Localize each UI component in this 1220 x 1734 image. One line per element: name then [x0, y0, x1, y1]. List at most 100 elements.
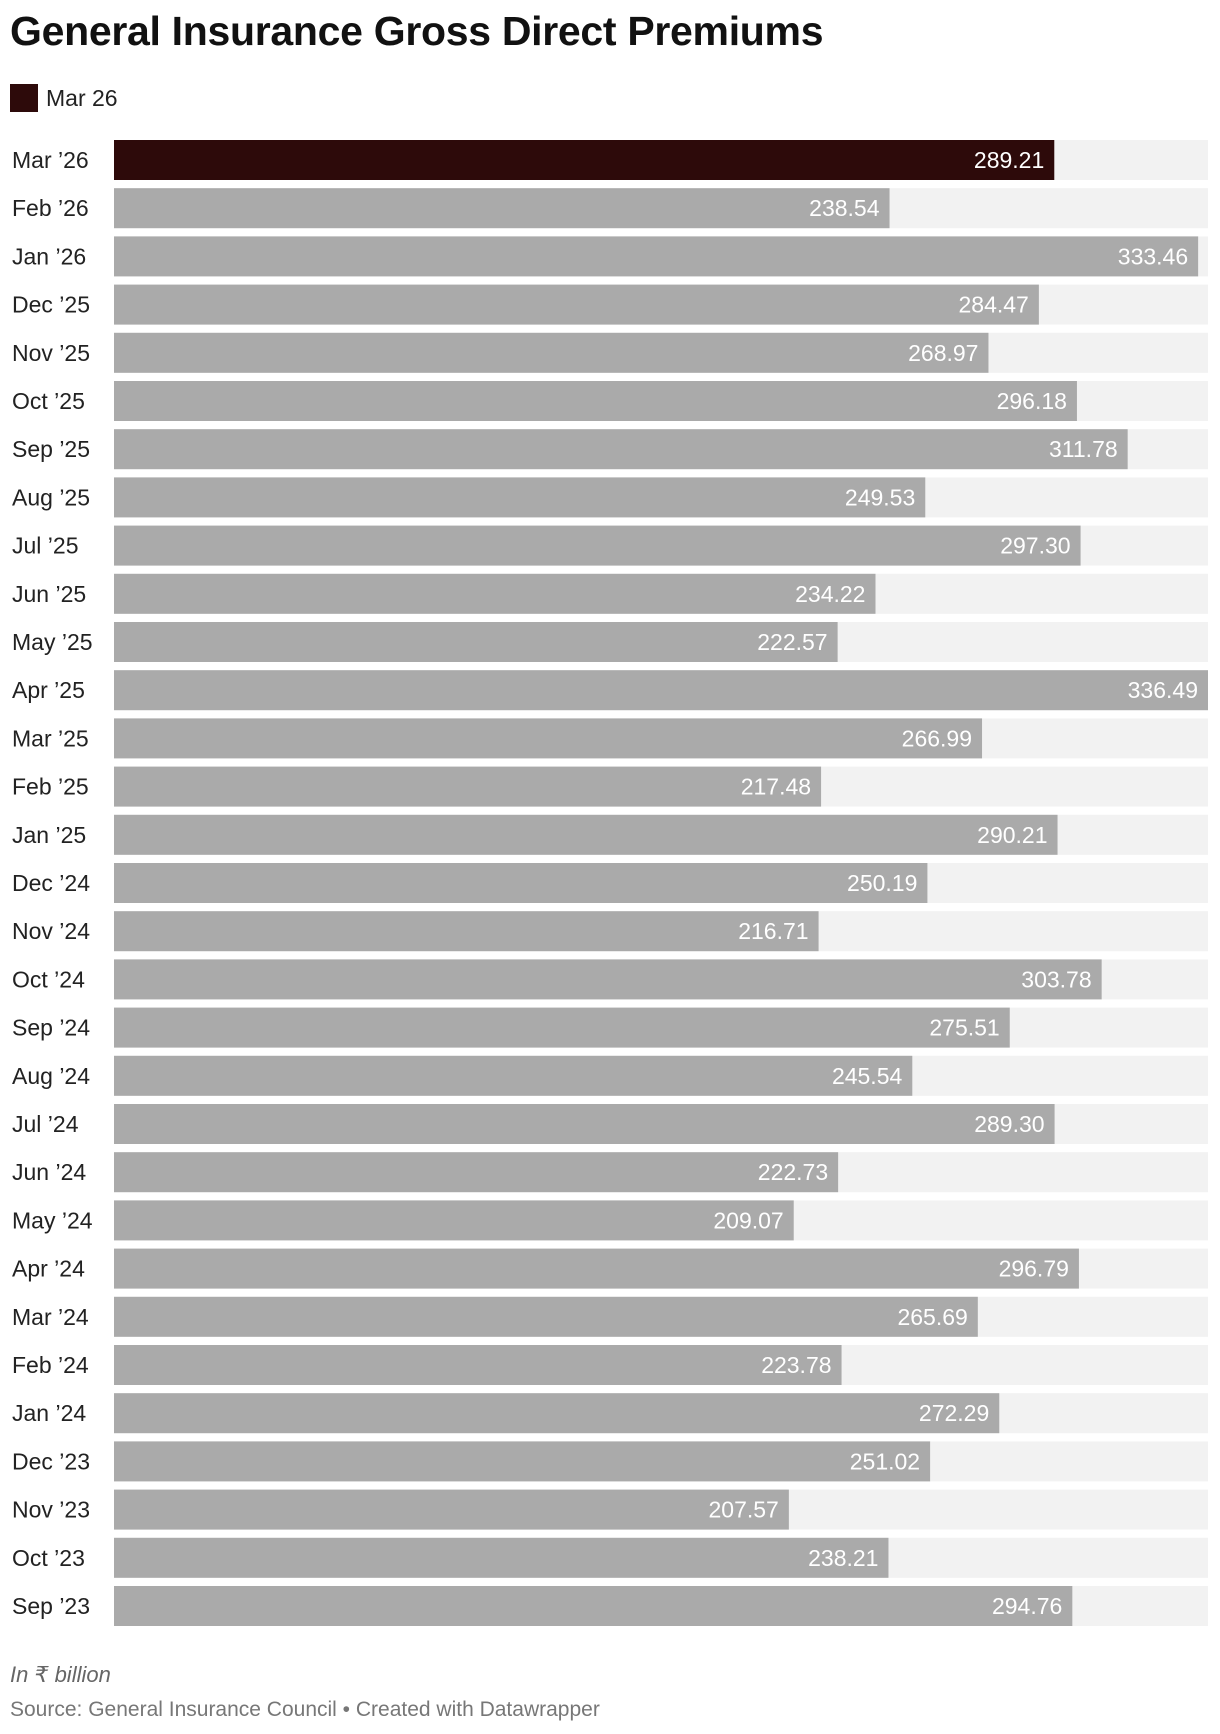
bar: [114, 911, 819, 952]
category-label: Jun ’24: [12, 1159, 86, 1185]
bar: [114, 718, 983, 759]
category-label: May ’24: [12, 1207, 93, 1233]
category-label: Apr ’24: [12, 1256, 85, 1282]
bar: [114, 1586, 1073, 1626]
value-label: 223.78: [761, 1352, 831, 1378]
value-label: 245.54: [832, 1063, 903, 1089]
category-label: Feb ’25: [12, 774, 89, 800]
category-label: Sep ’23: [12, 1593, 90, 1619]
value-label: 289.30: [974, 1111, 1044, 1137]
value-label: 238.21: [808, 1545, 878, 1571]
category-label: Mar ’25: [12, 725, 89, 751]
value-label: 275.51: [929, 1015, 999, 1041]
value-label: 303.78: [1021, 966, 1091, 992]
category-label: Jun ’25: [12, 581, 86, 607]
value-label: 290.21: [977, 822, 1047, 848]
bar: [114, 236, 1199, 277]
category-label: Sep ’24: [12, 1015, 90, 1041]
category-label: Jan ’24: [12, 1400, 86, 1426]
bar: [114, 573, 876, 614]
bar: [114, 140, 1055, 180]
bar: [114, 477, 926, 518]
bar: [114, 332, 989, 373]
value-label: 216.71: [738, 918, 808, 944]
value-label: 284.47: [959, 292, 1029, 318]
bar: [114, 1537, 889, 1578]
category-label: Nov ’24: [12, 918, 90, 944]
value-label: 234.22: [795, 581, 865, 607]
category-label: Nov ’23: [12, 1497, 90, 1523]
bar: [114, 959, 1102, 1000]
value-label: 294.76: [992, 1593, 1062, 1619]
bar: [114, 525, 1081, 566]
bar: [114, 1055, 913, 1096]
bar: [114, 1248, 1079, 1289]
bar: [114, 1441, 931, 1482]
legend: Mar 26: [10, 84, 118, 112]
category-label: Dec ’23: [12, 1448, 90, 1474]
category-label: May ’25: [12, 629, 93, 655]
category-label: Jul ’25: [12, 533, 78, 559]
value-label: 297.30: [1000, 533, 1070, 559]
category-label: Feb ’24: [12, 1352, 89, 1378]
value-label: 250.19: [847, 870, 917, 896]
value-label: 249.53: [845, 484, 915, 510]
legend-swatch: [10, 84, 38, 112]
bar: [114, 1200, 794, 1241]
value-label: 266.99: [902, 725, 972, 751]
value-label: 296.18: [997, 388, 1067, 414]
value-label: 209.07: [713, 1207, 783, 1233]
category-label: Aug ’24: [12, 1063, 90, 1089]
value-label: 311.78: [1049, 436, 1118, 462]
value-label: 296.79: [999, 1256, 1069, 1282]
category-label: Dec ’24: [12, 870, 90, 896]
bar: [114, 863, 928, 903]
bar: [114, 429, 1128, 470]
category-label: Feb ’26: [12, 195, 89, 221]
category-label: Sep ’25: [12, 436, 90, 462]
bar: [114, 670, 1208, 711]
unit-note: In ₹ billion: [10, 1662, 111, 1687]
bar: [114, 1007, 1010, 1048]
bar: [114, 284, 1039, 325]
bar: [114, 814, 1058, 855]
value-label: 222.57: [757, 629, 827, 655]
bar: [114, 1345, 842, 1385]
category-label: Apr ’25: [12, 677, 85, 703]
category-label: Jan ’26: [12, 243, 86, 269]
category-label: Jan ’25: [12, 822, 86, 848]
value-label: 272.29: [919, 1400, 989, 1426]
value-label: 336.49: [1128, 677, 1198, 703]
category-label: Aug ’25: [12, 484, 90, 510]
bar: [114, 1489, 789, 1530]
value-label: 268.97: [908, 340, 978, 366]
value-label: 289.21: [974, 147, 1044, 173]
bar: [114, 1393, 1000, 1434]
bar: [114, 1296, 978, 1337]
category-label: Oct ’24: [12, 966, 85, 992]
bar: [114, 381, 1077, 421]
bar: [114, 622, 838, 662]
category-label: Mar ’26: [12, 147, 89, 173]
bar: [114, 1152, 839, 1193]
category-label: Jul ’24: [12, 1111, 79, 1137]
value-label: 265.69: [897, 1304, 967, 1330]
category-label: Oct ’23: [12, 1545, 85, 1571]
chart-title: General Insurance Gross Direct Premiums: [10, 8, 824, 54]
bar-chart: Mar ’26 289.21 Feb ’26 238.54 Jan ’26 333.46 D…: [12, 140, 1208, 1626]
bar: [114, 188, 890, 229]
value-label: 238.54: [809, 195, 880, 221]
source-note: Source: General Insurance Council • Crea…: [10, 1698, 600, 1721]
category-label: Dec ’25: [12, 292, 90, 318]
category-label: Oct ’25: [12, 388, 85, 414]
category-label: Mar ’24: [12, 1304, 89, 1330]
legend-label: Mar 26: [46, 84, 118, 111]
value-label: 222.73: [758, 1159, 828, 1185]
value-label: 333.46: [1118, 243, 1188, 269]
value-label: 207.57: [708, 1497, 778, 1523]
value-label: 217.48: [741, 774, 811, 800]
category-label: Nov ’25: [12, 340, 90, 366]
bar: [114, 1104, 1055, 1144]
bar: [114, 766, 822, 807]
value-label: 251.02: [850, 1448, 920, 1474]
